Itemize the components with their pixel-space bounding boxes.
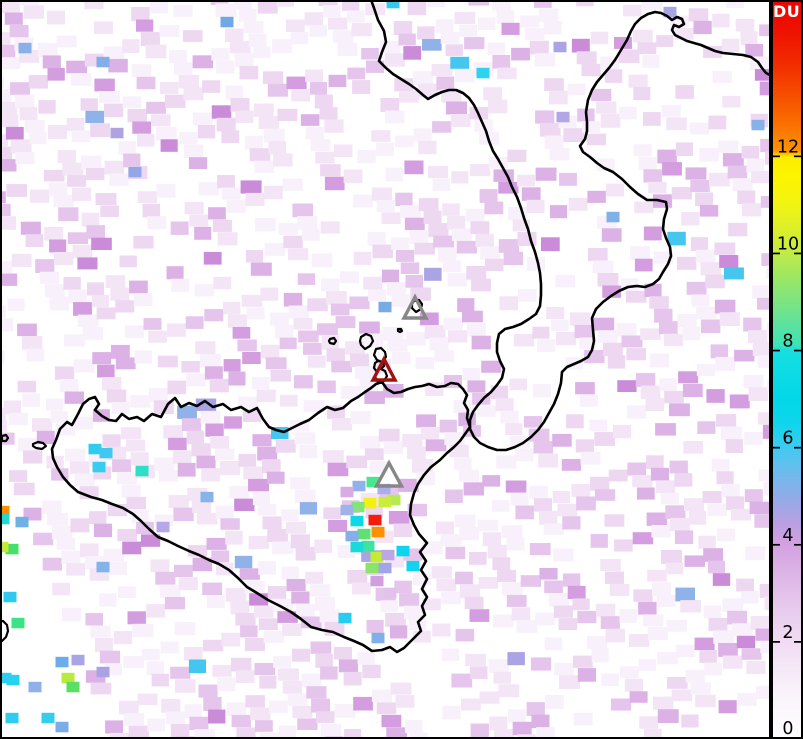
plume-pixel bbox=[352, 480, 366, 492]
coastline-sicily bbox=[50, 380, 472, 654]
anomaly-pixel bbox=[1, 513, 10, 525]
anomaly-pixel bbox=[135, 465, 149, 477]
anomaly-pixel bbox=[71, 654, 85, 666]
anomaly-pixel bbox=[61, 672, 75, 684]
anomaly-pixel bbox=[96, 56, 110, 68]
volcano-triangle-marker-north bbox=[401, 293, 429, 320]
plume-pixel bbox=[350, 541, 364, 553]
colorbar-frame bbox=[771, 0, 803, 739]
anomaly-pixel bbox=[96, 561, 110, 573]
volcano-triangle-marker-mid bbox=[370, 355, 398, 382]
anomaly-pixel bbox=[386, 1, 400, 9]
plume-pixel-layer bbox=[338, 476, 420, 644]
volcano-triangle-marker-south bbox=[373, 459, 405, 488]
plume-pixel bbox=[350, 515, 364, 527]
plume-pixel bbox=[340, 486, 354, 498]
anomaly-pixel bbox=[606, 211, 620, 223]
colorbar-tick-label: 8 bbox=[782, 332, 793, 352]
colorbar-tick-label: 0 bbox=[782, 719, 793, 739]
island-alicudi bbox=[327, 336, 338, 346]
colorbar-tick-label: 6 bbox=[782, 429, 793, 449]
plume-pixel bbox=[370, 575, 384, 587]
plume-pixel bbox=[378, 562, 392, 574]
anomaly-pixel bbox=[28, 681, 42, 693]
anomaly-pixel bbox=[128, 166, 142, 178]
plume-pixel bbox=[378, 496, 392, 508]
anomaly-pixel bbox=[88, 443, 102, 455]
anomaly-pixel bbox=[556, 111, 570, 123]
plume-pixel bbox=[366, 476, 380, 488]
colorbar-tick-label: 12 bbox=[777, 137, 799, 157]
anomaly-pixel bbox=[6, 674, 20, 686]
anomaly-pixel bbox=[11, 617, 25, 629]
plume-pixel bbox=[377, 483, 391, 495]
anomaly-pixel bbox=[55, 721, 69, 733]
island-salina bbox=[358, 332, 375, 351]
anomaly-pixel bbox=[5, 712, 19, 724]
coastline-calabria-mainland bbox=[370, 1, 770, 452]
colorbar-gradient-bar bbox=[773, 1, 802, 738]
anomaly-pixel bbox=[96, 666, 110, 678]
anomaly-pixel bbox=[92, 461, 106, 473]
anomaly-pixel bbox=[1, 505, 10, 517]
anomaly-pixel bbox=[751, 119, 765, 131]
island-panarea bbox=[396, 327, 404, 334]
plume-pixel bbox=[363, 497, 377, 509]
plume-pixel bbox=[351, 501, 365, 513]
plume-pixel bbox=[357, 528, 371, 540]
anomaly-pixel bbox=[15, 516, 29, 528]
anomaly-pixel bbox=[3, 591, 17, 603]
anomaly-pixel bbox=[156, 521, 170, 533]
plume-pixel bbox=[370, 551, 384, 563]
anomaly-pixel bbox=[99, 447, 113, 459]
anomaly-pixel bbox=[553, 41, 567, 53]
plume-pixel bbox=[396, 545, 410, 557]
plume-pixel bbox=[381, 549, 395, 561]
colorbar-tick-label: 10 bbox=[777, 234, 799, 254]
plume-pixel bbox=[383, 587, 397, 599]
marker-layer bbox=[370, 293, 429, 488]
plume-pixel bbox=[340, 504, 354, 516]
anomaly-pixel bbox=[663, 6, 677, 18]
anomaly-pixel bbox=[220, 16, 234, 28]
plume-pixel bbox=[387, 494, 401, 506]
plume-pixel bbox=[361, 540, 375, 552]
island-egadi-2 bbox=[31, 440, 48, 451]
plume-pixel bbox=[406, 560, 420, 572]
anomaly-pixel bbox=[5, 543, 19, 555]
colorbar: 0 2 4 6 8 10 12 bbox=[771, 0, 803, 739]
anomaly-pixel bbox=[476, 67, 490, 79]
anomaly-pixel bbox=[200, 491, 214, 503]
colorbar-tick-label: 4 bbox=[782, 526, 793, 546]
anomaly-pixel bbox=[66, 681, 80, 693]
anomaly-pixel-layer bbox=[1, 1, 765, 733]
anomaly-pixel bbox=[55, 656, 69, 668]
coastline-layer bbox=[1, 1, 770, 654]
map-frame bbox=[0, 0, 771, 739]
plume-pixel bbox=[371, 526, 385, 538]
anomaly-pixel bbox=[18, 42, 32, 54]
anomaly-pixel bbox=[378, 301, 392, 313]
colorbar-title: DU bbox=[773, 2, 801, 21]
plume-pixel bbox=[338, 612, 352, 624]
anomaly-pixel bbox=[41, 712, 55, 724]
plume-pixel bbox=[365, 562, 379, 574]
anomaly-pixel bbox=[110, 127, 124, 139]
colorbar-tick-label: 2 bbox=[782, 623, 793, 643]
anomaly-pixel bbox=[1, 541, 9, 553]
plume-pixel bbox=[345, 530, 359, 542]
plume-pixel bbox=[368, 514, 382, 526]
plume-pixel bbox=[371, 632, 385, 644]
